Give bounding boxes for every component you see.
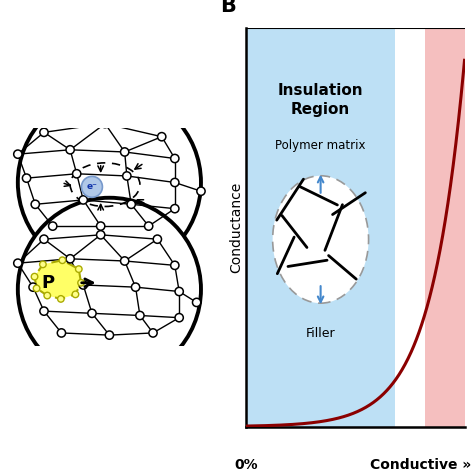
Circle shape bbox=[175, 313, 183, 322]
Circle shape bbox=[145, 222, 153, 230]
Text: Polymer matrix: Polymer matrix bbox=[275, 139, 366, 152]
Text: e⁻: e⁻ bbox=[87, 182, 97, 191]
Circle shape bbox=[31, 273, 38, 280]
Circle shape bbox=[57, 296, 64, 302]
Ellipse shape bbox=[273, 176, 369, 303]
Text: P: P bbox=[42, 274, 55, 292]
Text: Filler: Filler bbox=[306, 327, 336, 340]
Circle shape bbox=[40, 307, 48, 315]
Circle shape bbox=[40, 128, 48, 137]
Bar bbox=[425, 28, 465, 427]
Circle shape bbox=[136, 311, 144, 319]
Circle shape bbox=[192, 298, 201, 307]
Circle shape bbox=[105, 331, 114, 339]
Circle shape bbox=[131, 283, 140, 292]
Circle shape bbox=[123, 172, 131, 180]
Circle shape bbox=[40, 261, 46, 268]
Circle shape bbox=[79, 196, 87, 204]
Circle shape bbox=[75, 266, 82, 273]
Circle shape bbox=[82, 176, 102, 197]
Circle shape bbox=[127, 200, 136, 209]
Circle shape bbox=[57, 329, 65, 337]
Circle shape bbox=[29, 283, 37, 292]
Circle shape bbox=[153, 235, 162, 243]
Circle shape bbox=[59, 257, 65, 264]
Circle shape bbox=[33, 285, 40, 292]
Text: 0%: 0% bbox=[235, 458, 258, 473]
Circle shape bbox=[120, 148, 129, 156]
Polygon shape bbox=[35, 260, 81, 299]
Circle shape bbox=[120, 257, 129, 265]
Circle shape bbox=[48, 222, 57, 230]
Circle shape bbox=[171, 155, 179, 163]
Text: B: B bbox=[220, 0, 236, 17]
Circle shape bbox=[171, 261, 179, 270]
Y-axis label: Conductance: Conductance bbox=[230, 182, 244, 273]
Circle shape bbox=[149, 329, 157, 337]
Circle shape bbox=[101, 119, 109, 128]
Circle shape bbox=[157, 133, 166, 141]
Circle shape bbox=[14, 259, 22, 267]
Circle shape bbox=[175, 287, 183, 296]
Text: Conductive »: Conductive » bbox=[370, 458, 472, 473]
Bar bbox=[246, 28, 395, 427]
Circle shape bbox=[22, 174, 31, 182]
Circle shape bbox=[66, 146, 74, 154]
Text: Insulation
Region: Insulation Region bbox=[278, 83, 364, 117]
Circle shape bbox=[97, 231, 105, 239]
Circle shape bbox=[88, 309, 96, 318]
Circle shape bbox=[31, 200, 39, 209]
Circle shape bbox=[66, 255, 74, 263]
Circle shape bbox=[171, 204, 179, 213]
Circle shape bbox=[14, 150, 22, 158]
Circle shape bbox=[78, 280, 84, 286]
Circle shape bbox=[72, 291, 79, 298]
Circle shape bbox=[40, 235, 48, 243]
Circle shape bbox=[197, 187, 205, 195]
Circle shape bbox=[171, 178, 179, 187]
Circle shape bbox=[44, 292, 51, 299]
Circle shape bbox=[73, 170, 81, 178]
Circle shape bbox=[97, 222, 105, 230]
Circle shape bbox=[18, 91, 201, 274]
Circle shape bbox=[79, 281, 87, 289]
Circle shape bbox=[18, 198, 201, 381]
